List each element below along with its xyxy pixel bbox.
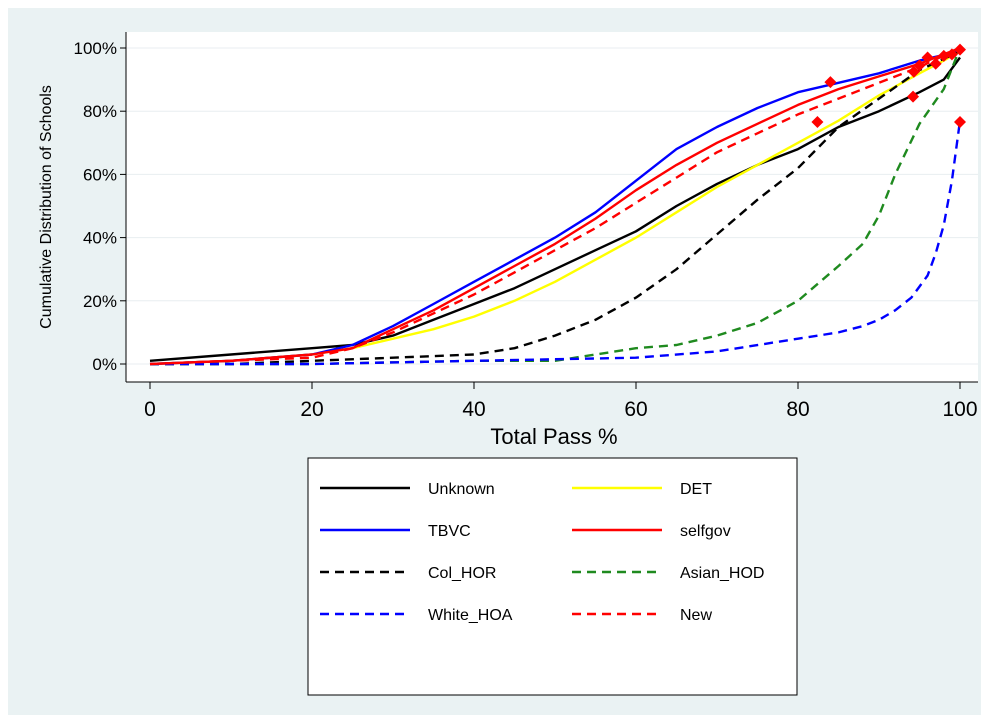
x-tick-label: 60 [624,398,647,421]
diamond-marker [937,49,950,62]
diamond-marker [824,76,837,89]
diamond-marker [907,90,920,103]
x-tick-label: 0 [144,398,156,421]
y-tick-label: 20% [83,292,117,311]
y-tick-label: 0% [92,355,117,374]
marker-points [811,43,966,128]
x-axis-title: Total Pass % [490,424,617,449]
diamond-marker [954,115,966,128]
grid-lines [126,47,978,365]
legend-label: Col_HOR [428,565,496,582]
series-line-unknown [149,56,961,362]
y-tick-label: 40% [83,229,117,248]
legend-box [307,457,798,696]
legend-label: TBVC [428,523,471,540]
legend: Unknown DET TBVC selfgov Col_HOR Asian_HOD Whi… [307,457,798,696]
x-tick-label: 20 [300,398,323,421]
legend-label: selfgov [680,523,731,540]
series-line-new [149,46,961,366]
legend-label: White_HOA [428,607,513,624]
diamond-marker [945,48,958,61]
series-lines [149,46,962,366]
legend-label: Unknown [428,481,495,498]
y-tick-label: 80% [83,102,117,121]
diamond-marker [954,43,966,56]
y-axis-title: Cumulative Distribution of Schools [38,85,55,329]
legend-label: New [680,607,712,624]
y-tick-label: 60% [83,165,117,184]
x-tick-label: 100 [942,398,977,421]
diamond-marker [913,59,926,72]
axes: 0% 20% 40% 60% 80% 100% 0 20 40 60 80 100 [74,32,978,421]
series-line-white-hoa [150,120,962,366]
diamond-marker [811,115,824,128]
legend-label: DET [680,481,712,498]
y-tick-label: 100% [74,39,117,58]
series-line-tbvc [149,50,961,366]
legend-label: Asian_HOD [680,565,764,582]
x-tick-label: 40 [462,398,485,421]
series-line-col-hor [150,50,961,366]
x-tick-label: 80 [786,398,809,421]
diamond-marker [929,57,942,70]
diamond-marker [921,51,934,64]
